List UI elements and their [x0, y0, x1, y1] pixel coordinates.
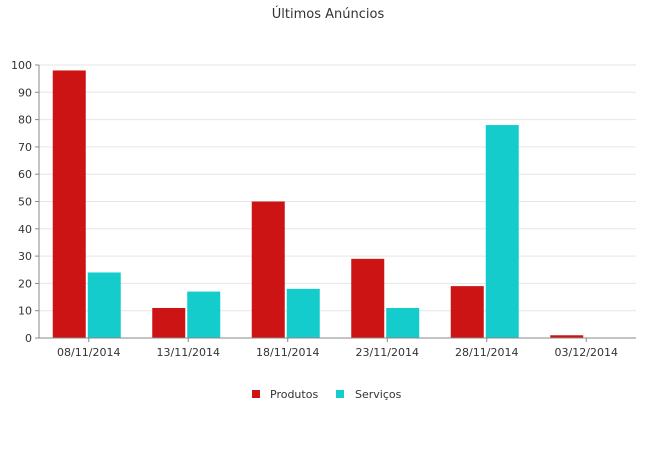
bar-servi-os-0	[87, 272, 121, 338]
bar-produtos-0	[52, 70, 86, 339]
y-tick-label: 80	[18, 114, 32, 127]
x-tick-label: 03/12/2014	[555, 346, 618, 359]
x-tick-label: 23/11/2014	[356, 346, 419, 359]
x-tick-label: 28/11/2014	[455, 346, 518, 359]
bar-produtos-5	[550, 335, 584, 338]
bar-produtos-2	[251, 201, 285, 338]
bar-servi-os-2	[286, 288, 320, 338]
bar-produtos-4	[450, 286, 484, 338]
x-tick-label: 08/11/2014	[57, 346, 120, 359]
x-tick-label: 18/11/2014	[256, 346, 319, 359]
legend-swatch-servi-os	[336, 390, 344, 398]
x-tick-label: 13/11/2014	[157, 346, 220, 359]
bar-produtos-3	[351, 258, 385, 338]
y-tick-label: 30	[18, 250, 32, 263]
bar-servi-os-4	[485, 125, 519, 338]
bar-servi-os-1	[187, 291, 221, 338]
y-tick-label: 90	[18, 86, 32, 99]
grid-lines	[39, 64, 636, 312]
x-axis: 08/11/2014 13/11/2014 18/11/2014 23/11/2014…	[39, 337, 636, 359]
y-tick-label: 50	[18, 196, 32, 209]
legend-swatch-produtos	[252, 390, 260, 398]
bar-produtos-1	[152, 307, 186, 338]
y-tick-label: 20	[18, 277, 32, 290]
bar-servi-os-3	[386, 307, 420, 338]
y-tick-label: 10	[18, 305, 32, 318]
y-tick-label: 0	[25, 332, 32, 345]
legend: Produtos Serviços	[252, 388, 402, 401]
chart-title: Últimos Anúncios	[272, 6, 385, 22]
y-tick-label: 70	[18, 141, 32, 154]
y-tick-label: 100	[11, 59, 32, 72]
legend-label: Produtos	[270, 388, 318, 401]
y-tick-label: 40	[18, 223, 32, 236]
legend-label: Serviços	[355, 388, 402, 401]
y-tick-label: 60	[18, 168, 32, 181]
bars	[52, 70, 584, 339]
y-axis: 0 10 20 30 40 50 60 70 80 90 100	[11, 59, 40, 345]
